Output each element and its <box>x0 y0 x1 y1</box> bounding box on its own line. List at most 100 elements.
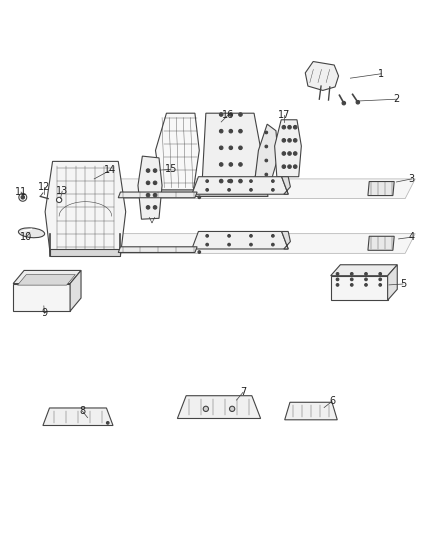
Circle shape <box>379 278 381 281</box>
Circle shape <box>206 235 208 237</box>
Polygon shape <box>18 274 75 285</box>
Circle shape <box>288 165 291 168</box>
Circle shape <box>198 196 201 199</box>
Circle shape <box>106 422 109 424</box>
Circle shape <box>239 179 242 183</box>
Circle shape <box>219 146 223 150</box>
Polygon shape <box>118 192 197 198</box>
Polygon shape <box>331 265 397 276</box>
Circle shape <box>219 179 223 183</box>
Text: 13: 13 <box>56 186 68 196</box>
Circle shape <box>272 235 274 237</box>
Polygon shape <box>305 61 339 91</box>
Circle shape <box>293 125 297 129</box>
Polygon shape <box>285 402 337 420</box>
Circle shape <box>146 181 150 184</box>
Circle shape <box>350 278 353 281</box>
Circle shape <box>336 272 339 275</box>
Circle shape <box>288 139 291 142</box>
Circle shape <box>250 243 252 246</box>
Circle shape <box>203 406 208 411</box>
Circle shape <box>282 152 286 155</box>
Circle shape <box>198 251 201 253</box>
Polygon shape <box>45 161 126 255</box>
Circle shape <box>239 130 242 133</box>
Circle shape <box>206 243 208 246</box>
Text: 17: 17 <box>278 110 290 120</box>
Circle shape <box>153 206 157 209</box>
Circle shape <box>265 131 268 134</box>
Polygon shape <box>155 113 199 194</box>
Text: 7: 7 <box>240 387 246 397</box>
Polygon shape <box>138 156 162 219</box>
Text: 4: 4 <box>409 232 415 242</box>
Polygon shape <box>253 124 278 194</box>
Polygon shape <box>177 395 261 418</box>
Polygon shape <box>158 190 268 197</box>
Circle shape <box>250 180 252 182</box>
Circle shape <box>293 165 297 168</box>
Circle shape <box>288 152 291 155</box>
Circle shape <box>219 113 223 116</box>
Polygon shape <box>282 231 290 249</box>
Polygon shape <box>13 270 81 284</box>
Ellipse shape <box>57 197 62 203</box>
Circle shape <box>229 113 233 116</box>
Ellipse shape <box>18 228 45 238</box>
Circle shape <box>265 173 268 176</box>
Text: 16: 16 <box>222 110 234 120</box>
Circle shape <box>350 272 353 275</box>
Circle shape <box>272 180 274 182</box>
Polygon shape <box>331 276 388 300</box>
Text: 9: 9 <box>42 309 48 318</box>
Polygon shape <box>388 265 397 300</box>
Circle shape <box>229 179 233 183</box>
Polygon shape <box>368 236 394 251</box>
Circle shape <box>229 130 233 133</box>
Circle shape <box>146 206 150 209</box>
Circle shape <box>293 139 297 142</box>
Polygon shape <box>275 120 301 177</box>
Circle shape <box>293 152 297 155</box>
Polygon shape <box>13 284 70 311</box>
Polygon shape <box>50 249 120 255</box>
Circle shape <box>219 130 223 133</box>
Text: 10: 10 <box>20 232 32 242</box>
Circle shape <box>350 284 353 286</box>
Circle shape <box>265 159 268 162</box>
Circle shape <box>153 181 157 184</box>
Circle shape <box>239 113 242 116</box>
Circle shape <box>146 169 150 172</box>
Circle shape <box>282 139 286 142</box>
Text: 1: 1 <box>378 69 384 79</box>
Polygon shape <box>192 177 288 194</box>
Polygon shape <box>118 247 197 253</box>
Circle shape <box>228 235 230 237</box>
Circle shape <box>379 284 381 286</box>
Text: 14: 14 <box>104 165 117 175</box>
Circle shape <box>153 169 157 172</box>
Circle shape <box>282 125 286 129</box>
Text: 15: 15 <box>165 164 177 174</box>
Circle shape <box>250 235 252 237</box>
Circle shape <box>272 243 274 246</box>
Circle shape <box>272 189 274 191</box>
Circle shape <box>206 189 208 191</box>
Circle shape <box>342 101 346 105</box>
Circle shape <box>365 272 367 275</box>
Circle shape <box>153 193 157 197</box>
Circle shape <box>265 145 268 148</box>
Text: 6: 6 <box>329 397 335 406</box>
Circle shape <box>228 243 230 246</box>
Circle shape <box>239 146 242 150</box>
Circle shape <box>219 163 223 166</box>
Circle shape <box>288 125 291 129</box>
Polygon shape <box>201 113 261 194</box>
Circle shape <box>379 272 381 275</box>
Circle shape <box>239 163 242 166</box>
Polygon shape <box>70 270 81 311</box>
Circle shape <box>230 406 235 411</box>
Circle shape <box>336 284 339 286</box>
Polygon shape <box>88 233 415 253</box>
Circle shape <box>229 146 233 150</box>
